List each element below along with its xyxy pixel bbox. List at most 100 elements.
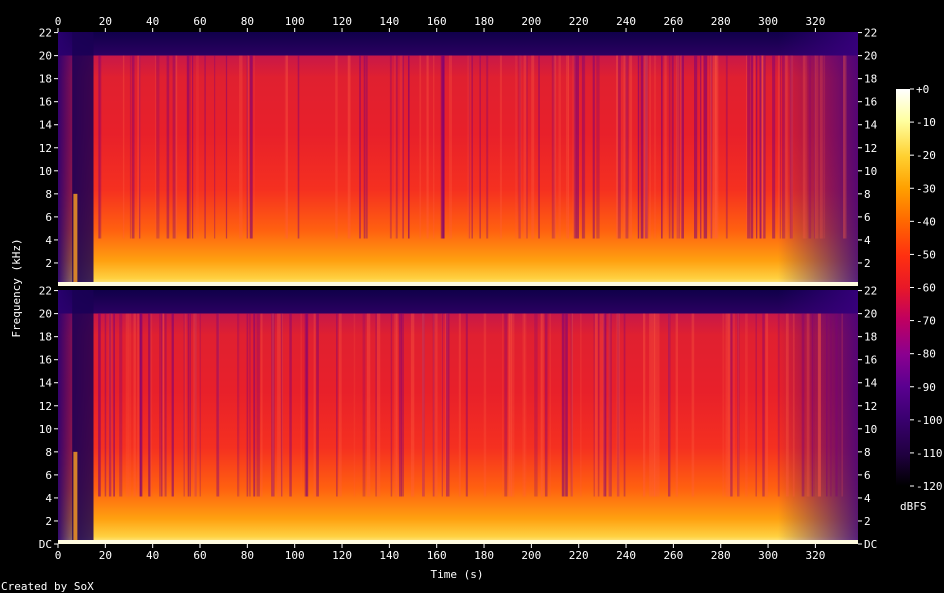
- spectral-stripe: [753, 55, 755, 239]
- spectral-stripe: [216, 313, 220, 497]
- spectral-stripe: [122, 55, 125, 239]
- spectral-stripe: [199, 313, 201, 497]
- spectral-stripe: [486, 55, 489, 239]
- spectral-stripe: [649, 55, 651, 239]
- spectral-stripe: [607, 313, 611, 497]
- spectral-stripe: [366, 313, 371, 497]
- x-tick-label-top: 20: [99, 15, 112, 28]
- spectral-stripe: [256, 313, 260, 497]
- x-tick-label-top: 280: [711, 15, 731, 28]
- spectral-stripe: [183, 313, 187, 497]
- spectral-stripe: [681, 55, 684, 239]
- spectral-stripe: [784, 55, 788, 239]
- spectral-stripe: [316, 313, 319, 497]
- x-tick-label-top: 240: [616, 15, 636, 28]
- y-tick-label-left: 18: [39, 331, 52, 344]
- spectral-stripe: [132, 55, 135, 239]
- spectral-stripe: [189, 55, 191, 239]
- y-tick-label-right: 4: [864, 492, 871, 505]
- colorbar-tick-label: -40: [916, 215, 936, 228]
- spectral-stripe: [841, 313, 843, 497]
- spectral-stripe: [479, 55, 481, 239]
- spectral-stripe: [623, 313, 626, 497]
- spectral-stripe: [777, 313, 780, 497]
- x-tick-label-top: 140: [379, 15, 399, 28]
- spectral-stripe: [313, 313, 316, 497]
- spectral-stripe: [508, 313, 511, 497]
- x-tick-label-top: 260: [663, 15, 683, 28]
- spectral-stripe: [139, 313, 142, 497]
- spectral-stripe: [782, 55, 786, 239]
- spectral-stripe: [605, 313, 607, 497]
- spectral-stripe: [792, 313, 794, 497]
- spectral-stripe: [214, 55, 216, 239]
- spectral-stripe: [192, 55, 194, 239]
- spectral-stripe: [762, 313, 765, 497]
- x-tick-label-bottom: 120: [332, 549, 352, 562]
- spectral-stripe: [189, 313, 191, 497]
- spectral-stripe: [592, 55, 595, 239]
- spectral-stripe: [281, 313, 283, 497]
- spectral-stripe: [759, 55, 762, 239]
- y-tick-label-left: 16: [39, 96, 52, 109]
- spectral-stripe: [629, 55, 633, 239]
- spectral-stripe: [818, 313, 821, 497]
- spectral-stripe: [649, 313, 652, 497]
- spectral-stripe: [148, 313, 151, 497]
- spectral-stripe: [843, 55, 846, 239]
- spectral-stripe: [440, 55, 444, 239]
- spectral-stripe: [593, 313, 595, 497]
- low-frequency-band: [58, 540, 858, 544]
- spectral-stripe: [700, 55, 702, 239]
- colorbar-tick-label: -30: [916, 182, 936, 195]
- x-tick-label-bottom: 300: [758, 549, 778, 562]
- spectral-stripe: [715, 55, 719, 239]
- spectral-stripe: [249, 55, 253, 239]
- spectral-stripe: [187, 313, 190, 497]
- spectral-stripe: [422, 313, 425, 497]
- spectral-stripe: [159, 313, 161, 497]
- spectral-stripe: [394, 55, 396, 239]
- spectral-stripe: [817, 313, 821, 497]
- x-axis-label: Time (s): [431, 568, 484, 581]
- spectral-stripe: [676, 55, 680, 239]
- spectral-stripe: [446, 313, 450, 497]
- spectral-stripe: [728, 313, 731, 497]
- spectral-stripe: [289, 313, 292, 497]
- spectral-stripe: [217, 313, 220, 497]
- spectral-stripe: [553, 55, 557, 239]
- spectral-stripe: [125, 313, 129, 497]
- spectral-stripe: [98, 313, 101, 497]
- spectral-stripe: [829, 313, 832, 497]
- spectral-stripe: [668, 55, 671, 239]
- spectral-stripe: [247, 55, 249, 239]
- y-tick-label-right: 14: [864, 377, 878, 390]
- spectral-stripe: [819, 55, 823, 239]
- spectral-stripe: [616, 313, 620, 497]
- y-tick-label-right: 14: [864, 119, 878, 132]
- x-tick-label-bottom: 220: [569, 549, 589, 562]
- spectral-stripe: [544, 313, 548, 497]
- spectral-stripe: [597, 313, 600, 497]
- spectral-stripe: [676, 55, 680, 239]
- spectral-stripe: [183, 313, 185, 497]
- spectral-stripe: [104, 313, 107, 497]
- spectral-stripe: [746, 55, 748, 239]
- spectral-stripe: [508, 313, 512, 497]
- spectral-stripe: [237, 313, 240, 497]
- x-tick-label-top: 200: [521, 15, 541, 28]
- y-tick-label-right: 22: [864, 285, 877, 298]
- spectral-stripe: [551, 55, 556, 239]
- spectral-stripe: [458, 313, 461, 497]
- y-tick-label-right: 8: [864, 446, 871, 459]
- colorbar-ticks: +0 -10 -20 -30 -40 -50 -60 -70 -80 -90 -100 -110 -12…: [910, 83, 943, 493]
- spectral-stripe: [193, 313, 197, 497]
- y-tick-label-left: DC: [39, 538, 52, 551]
- y-tick-label-left: 20: [39, 50, 52, 63]
- spectral-stripe: [277, 313, 281, 497]
- spectral-stripe: [171, 313, 174, 497]
- spectral-stripe: [432, 313, 435, 497]
- spectral-stripe: [483, 313, 487, 497]
- spectral-stripe: [523, 313, 527, 497]
- spectral-stripe: [567, 55, 569, 239]
